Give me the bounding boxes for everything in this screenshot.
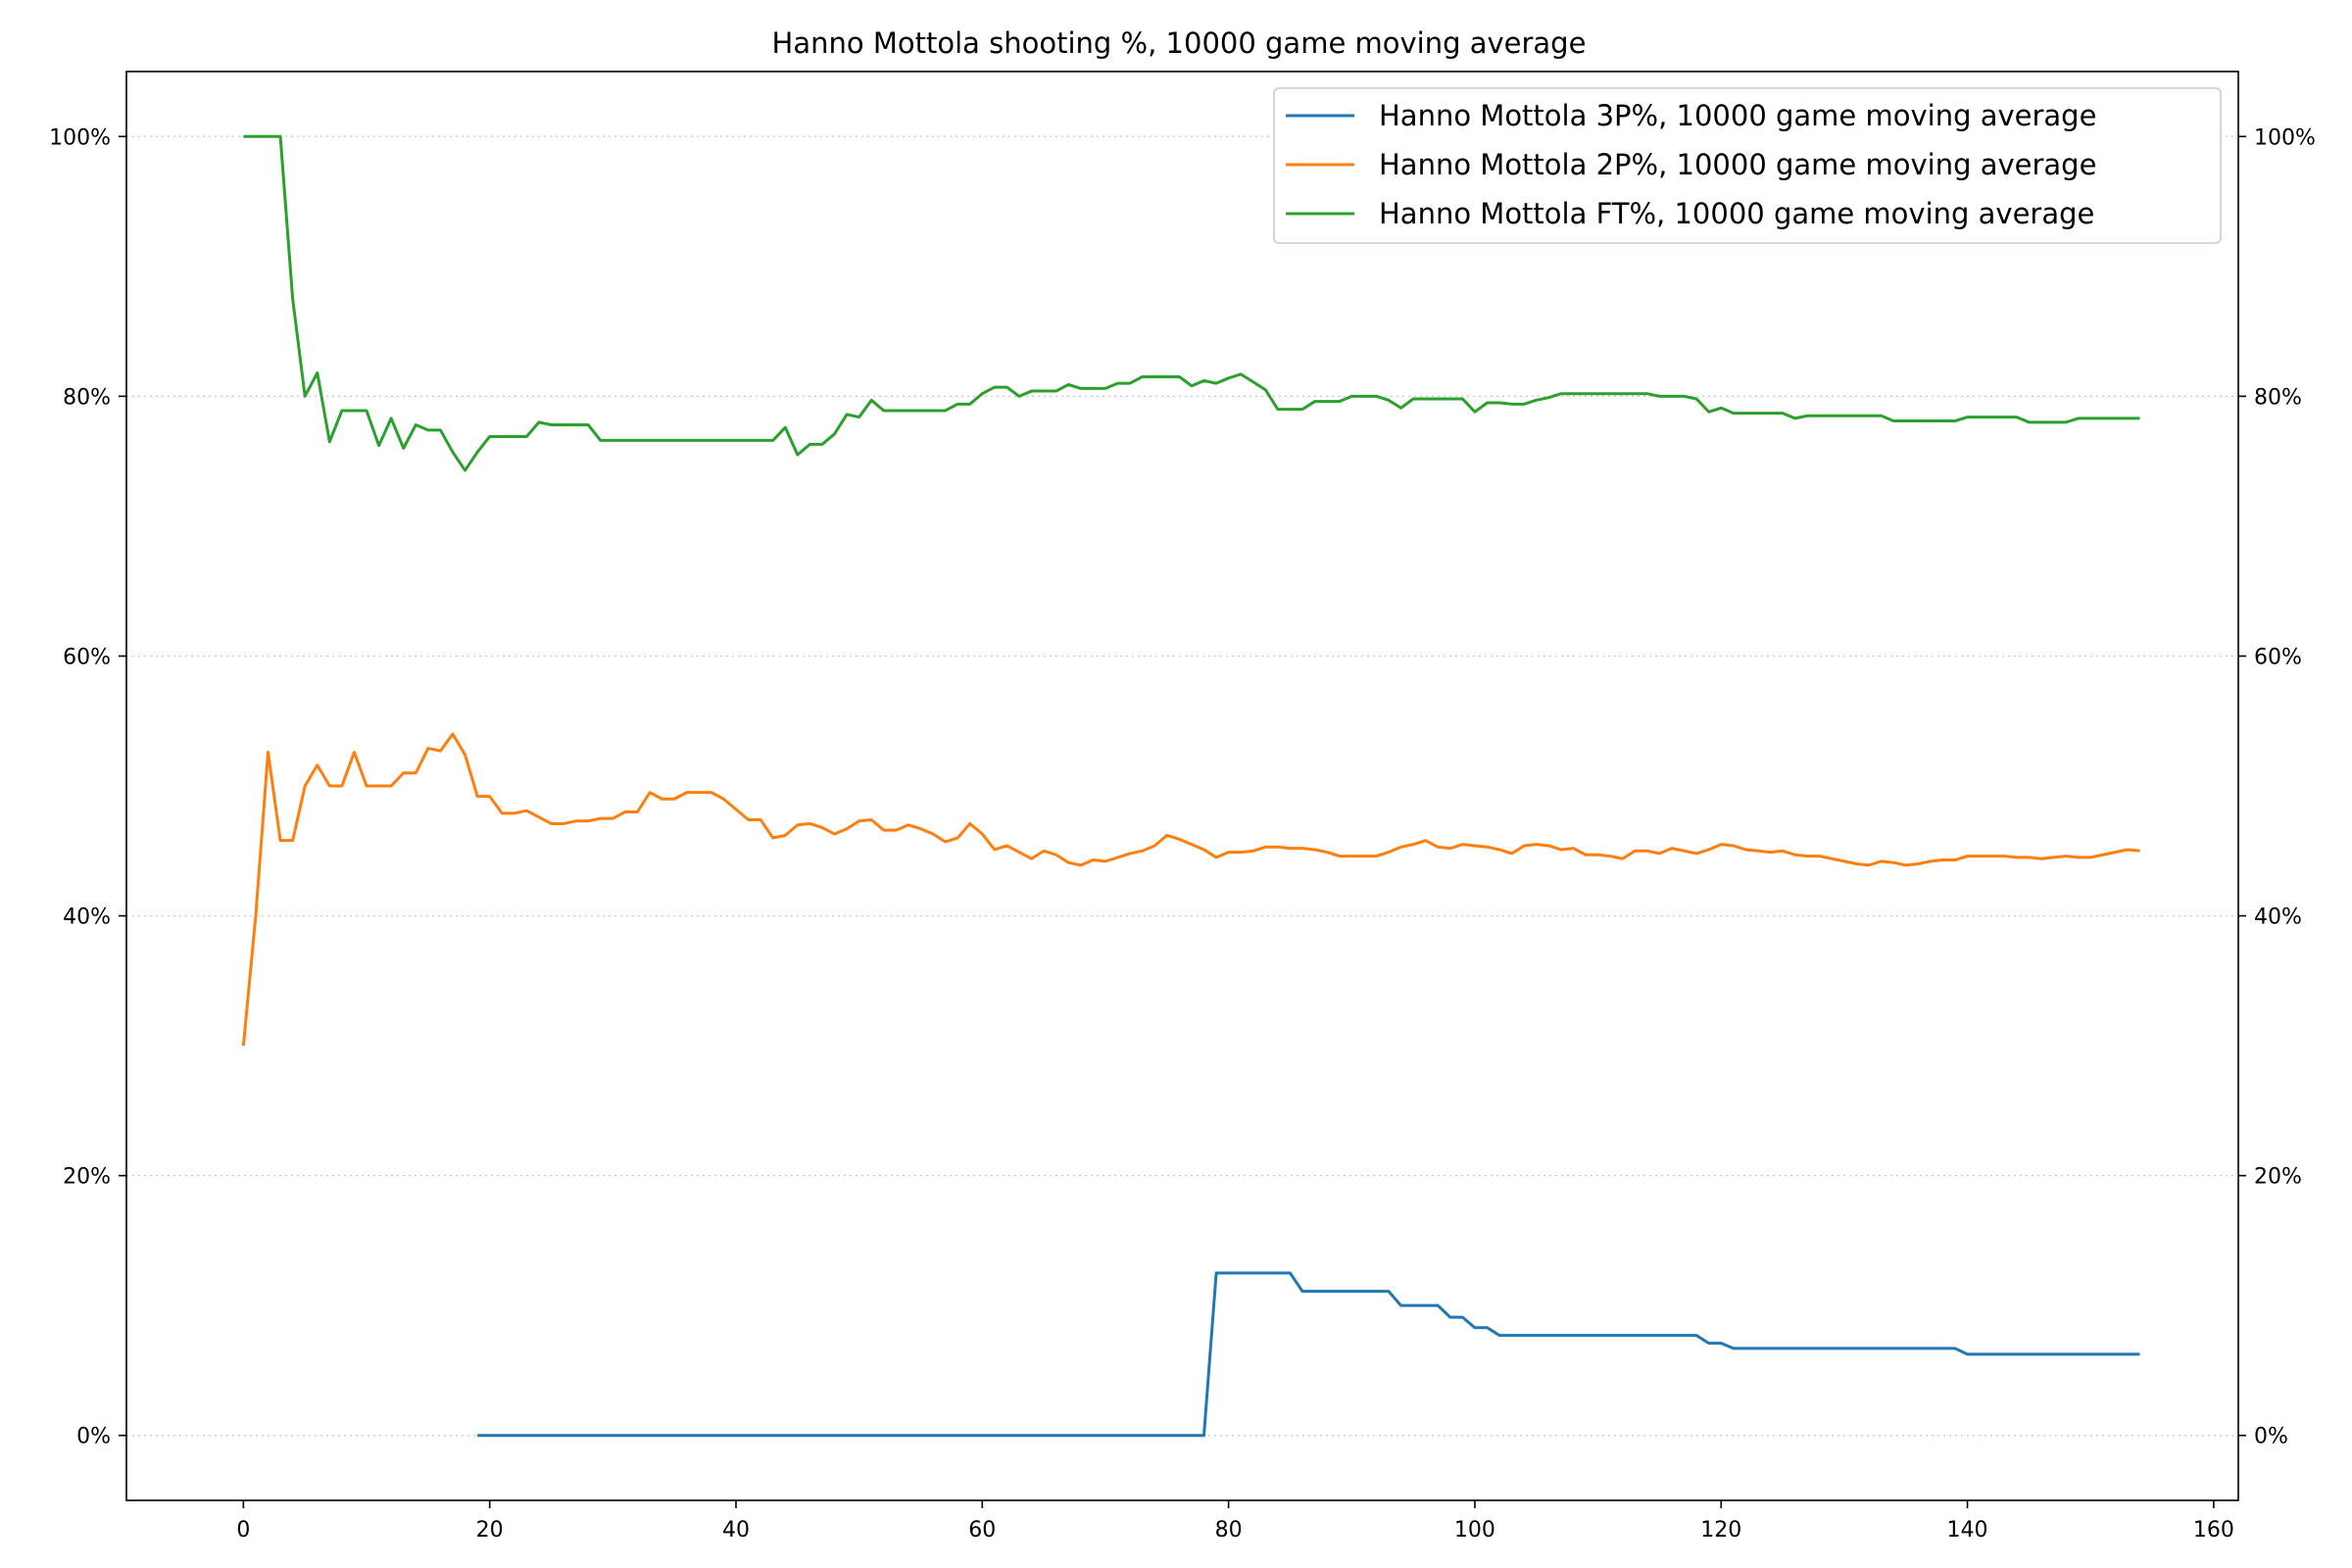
y-tick-label-left: 60% [63,645,111,669]
legend-label-3: Hanno Mottola FT%, 10000 game moving ave… [1379,197,2094,230]
series-line-3 [243,134,2140,472]
axis-ticks: 0% 0% 20% 20% 40% 40% 60% 60% 80% 80% 100% 100% 0 20 4… [49,125,2316,1543]
y-tick-label-left: 40% [63,906,111,930]
x-tick-label: 20 [476,1518,504,1543]
y-tick-label-left: 20% [63,1165,111,1190]
y-tick-label-right: 100% [2254,125,2316,150]
legend-label-1: Hanno Mottola 3P%, 10000 game moving ave… [1379,99,2096,132]
series-lines [241,134,2140,1438]
y-tick-label-right: 0% [2254,1425,2288,1449]
legend-label-2: Hanno Mottola 2P%, 10000 game moving ave… [1379,148,2096,181]
x-tick-label: 100 [1454,1518,1495,1543]
legend: Hanno Mottola 3P%, 10000 game moving ave… [1273,87,2222,244]
x-tick-label: 60 [968,1518,996,1543]
x-tick-label: 160 [2193,1518,2234,1543]
y-tick-label-left: 0% [76,1425,111,1449]
y-tick-label-right: 20% [2254,1165,2302,1190]
y-tick-label-right: 60% [2254,645,2302,669]
x-tick-label: 120 [1700,1518,1741,1543]
y-tick-label-left: 80% [63,385,111,410]
y-tick-label-right: 80% [2254,385,2302,410]
legend-box [1273,87,2222,244]
x-tick-label: 80 [1215,1518,1243,1543]
y-tick-label-right: 40% [2254,906,2302,930]
series-line-2 [241,732,2140,1047]
x-tick-label: 40 [722,1518,750,1543]
plot-frame [125,71,2239,1501]
series-line-1 [477,1271,2140,1438]
x-tick-label: 140 [1947,1518,1988,1543]
y-tick-label-left: 100% [49,125,111,150]
x-tick-label: 0 [236,1518,250,1543]
chart-title: Hanno Mottola shooting %, 10000 game mov… [772,26,1587,60]
